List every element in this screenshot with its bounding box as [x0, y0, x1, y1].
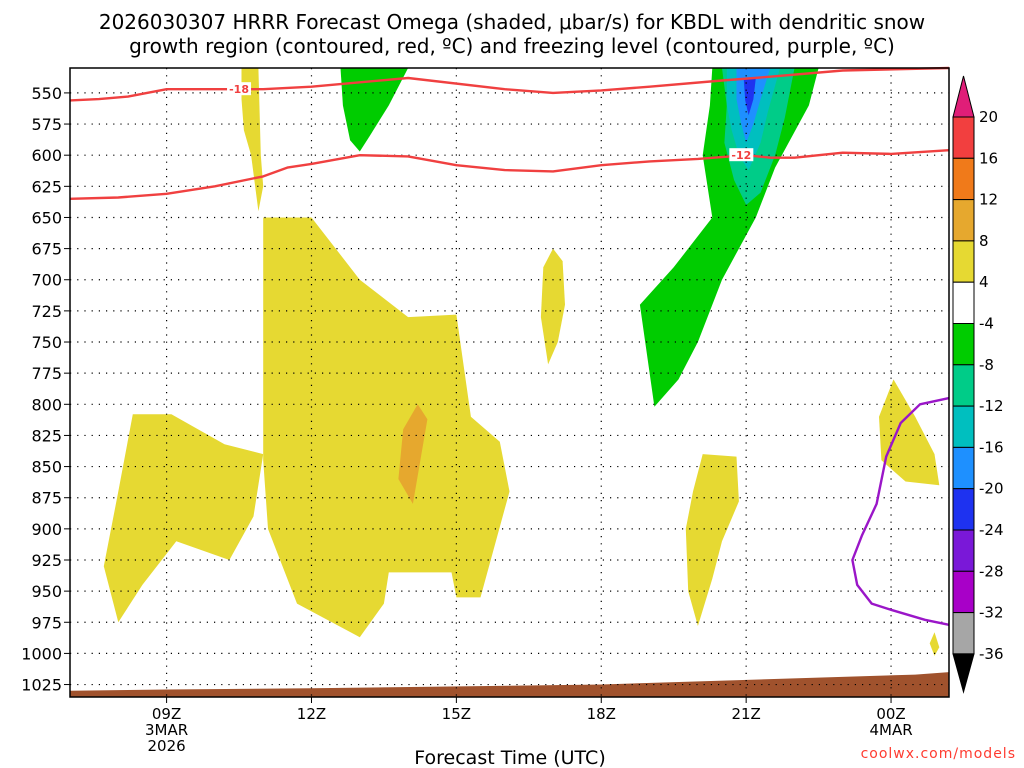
region-surface-ground — [70, 672, 949, 697]
x-axis-label: Forecast Time (UTC) — [414, 747, 605, 768]
colorbar-bottom-arrow — [952, 653, 975, 694]
contour-label: -12 — [731, 149, 751, 162]
y-tick-label: 600 — [31, 146, 62, 165]
dgz-top-line — [69, 66, 950, 102]
colorbar-swatch — [952, 364, 975, 407]
colorbar-swatch — [952, 570, 975, 614]
region-orange-blob — [398, 404, 428, 504]
y-tick-label: 675 — [31, 240, 62, 259]
region-deep-blue-core — [743, 78, 756, 116]
y-tick-label: 750 — [31, 333, 62, 352]
y-tick-label: 700 — [31, 271, 62, 290]
region-yellow-blob-right-lower — [929, 632, 940, 656]
region-yellow-column-upper — [241, 68, 264, 212]
y-tick-label: 1025 — [21, 676, 62, 695]
colorbar-swatch — [952, 323, 975, 366]
y-tick-label: 925 — [31, 551, 62, 570]
colorbar-label: -16 — [979, 438, 1004, 456]
colorbar-label: -20 — [979, 480, 1004, 498]
y-tick-label: 850 — [31, 458, 62, 477]
plot-background — [70, 68, 949, 697]
x-tick-label: 00Z — [876, 705, 905, 723]
y-tick-label: 575 — [31, 115, 62, 134]
y-tick-label: 900 — [31, 520, 62, 539]
chart-title-line1: 2026030307 HRRR Forecast Omega (shaded, … — [99, 10, 925, 34]
colorbar-label: -28 — [979, 562, 1004, 580]
x-tick-date-label: 3MAR — [145, 721, 188, 739]
x-tick-label: 12Z — [297, 705, 326, 723]
colorbar-label: 20 — [979, 108, 998, 126]
x-tick-date-label: 4MAR — [869, 721, 912, 739]
contour-lines: -18 -12 — [69, 66, 950, 626]
colorbar-swatch — [952, 157, 975, 201]
y-tick-label: 625 — [31, 177, 62, 196]
contour-label-bg — [729, 148, 754, 162]
chart-title-line2: growth region (contoured, red, ºC) and f… — [129, 34, 895, 58]
y-tick-label: 825 — [31, 426, 62, 445]
colorbar-swatch — [952, 405, 975, 448]
colorbar-top-arrow — [952, 75, 975, 118]
region-yellow-large-center — [263, 217, 510, 638]
region-yellow-blob-right-upper — [879, 379, 940, 486]
y-tick-label: 775 — [31, 364, 62, 383]
dgz-bottom-line — [69, 149, 950, 200]
colorbar-label: -36 — [979, 645, 1004, 663]
region-yellow-large-lower-left — [103, 414, 264, 623]
plot-area: -18 -12 — [69, 66, 950, 698]
colorbar-swatch — [952, 488, 975, 531]
colorbar-label: -12 — [979, 397, 1004, 415]
colorbar-swatch — [952, 281, 975, 325]
x-tick-year-label: 2026 — [147, 737, 185, 755]
colorbar-label: -8 — [979, 356, 994, 374]
colorbar-swatch — [952, 529, 975, 572]
colorbar-swatch — [952, 199, 975, 242]
colorbar-label: 16 — [979, 149, 998, 167]
colorbar-label: 12 — [979, 191, 998, 209]
y-tick-label: 725 — [31, 302, 62, 321]
colorbar-swatch — [952, 612, 975, 655]
colorbar-label: -4 — [979, 315, 994, 333]
plot-frame — [69, 67, 950, 698]
x-tick-label: 21Z — [731, 705, 760, 723]
region-yellow-blob-20z — [685, 454, 739, 626]
y-tick-label: 875 — [31, 489, 62, 508]
y-axis-pressure-ticks: 550 575 600 625 650 675 700 725 750 775 800 825 850 8… — [21, 84, 70, 695]
region-yellow-small-blob-17z — [540, 248, 565, 365]
contour-label: -18 — [229, 83, 249, 96]
freezing-level-line — [851, 396, 950, 626]
dotted-gridlines — [70, 68, 949, 697]
omega-shaded-regions — [70, 68, 949, 697]
y-tick-label: 975 — [31, 613, 62, 632]
colorbar-label: -24 — [979, 521, 1004, 539]
y-tick-label: 950 — [31, 582, 62, 601]
x-tick-label: 18Z — [587, 705, 616, 723]
colorbar-swatch — [952, 446, 975, 490]
y-tick-label: 1000 — [21, 644, 62, 663]
colorbar-label: 4 — [979, 273, 989, 291]
watermark-text: coolwx.com/models — [861, 746, 1016, 762]
colorbar: 20 16 12 8 4 -4 -8 -12 -16 -20 -24 -28 -32 -36 — [952, 75, 1004, 694]
contour-label-bg — [227, 82, 252, 96]
x-tick-label: 15Z — [442, 705, 471, 723]
y-tick-label: 650 — [31, 208, 62, 227]
y-tick-label: 550 — [31, 84, 62, 103]
y-tick-label: 800 — [31, 395, 62, 414]
colorbar-swatch — [952, 116, 975, 159]
colorbar-label: 8 — [979, 232, 989, 250]
region-green-column-upper — [340, 68, 409, 152]
colorbar-label: -32 — [979, 604, 1004, 622]
x-tick-label: 09Z — [152, 705, 181, 723]
colorbar-swatch — [952, 240, 975, 283]
